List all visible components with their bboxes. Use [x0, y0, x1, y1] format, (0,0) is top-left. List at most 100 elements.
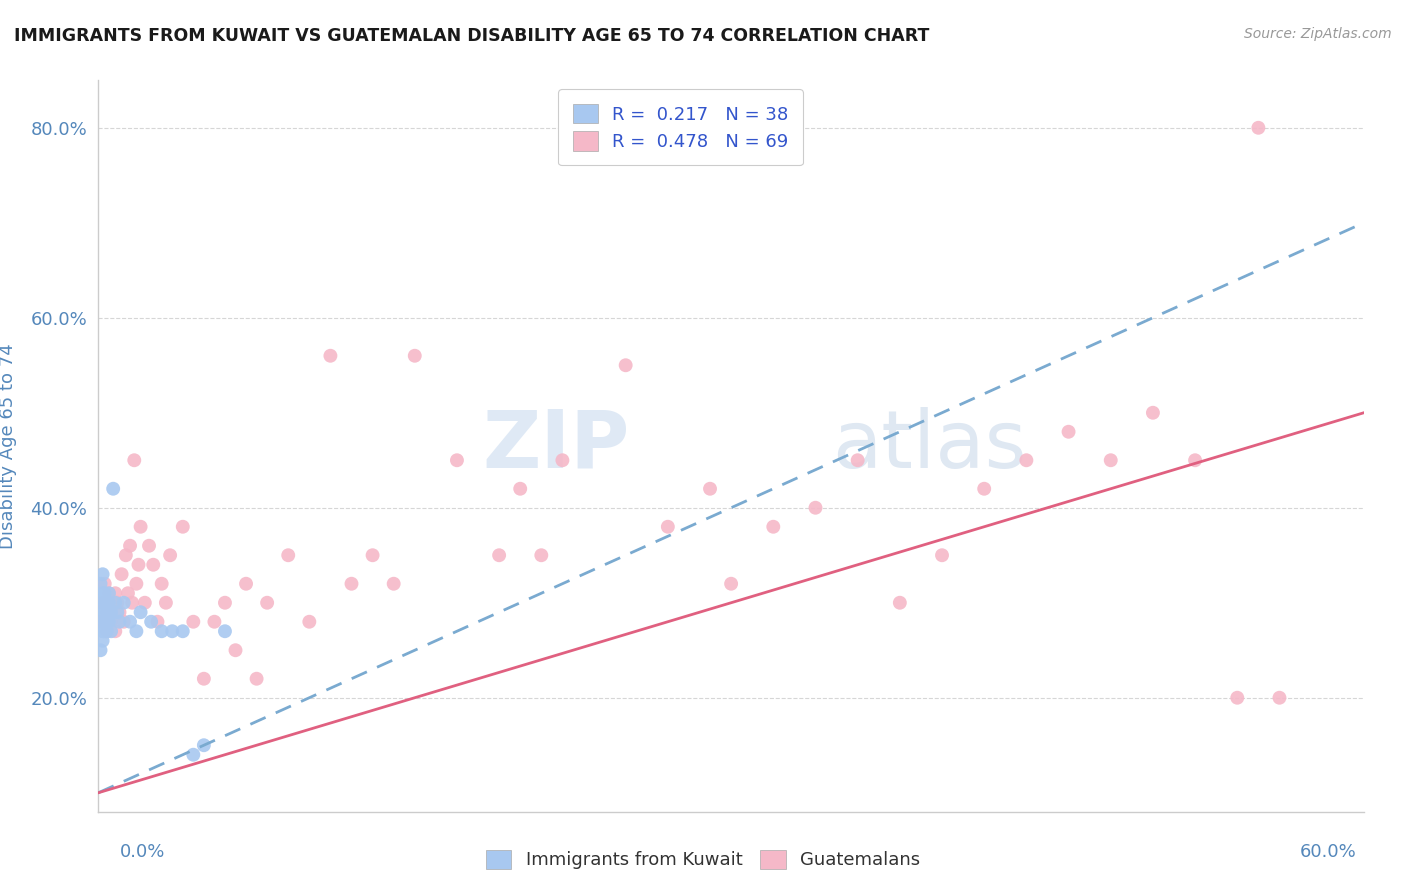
Point [973, 482, 995, 496]
Y-axis label: Disability Age 65 to 74: Disability Age 65 to 74 [0, 343, 17, 549]
Point [551, 453, 574, 467]
Point [142, 558, 165, 572]
Point [1057, 425, 1080, 439]
Point [91, 624, 114, 639]
Point [699, 482, 721, 496]
Point [112, 596, 135, 610]
Point [96, 624, 118, 639]
Point [128, 558, 150, 572]
Text: IMMIGRANTS FROM KUWAIT VS GUATEMALAN DISABILITY AGE 65 TO 74 CORRELATION CHART: IMMIGRANTS FROM KUWAIT VS GUATEMALAN DIS… [14, 27, 929, 45]
Point [246, 672, 269, 686]
Point [112, 615, 135, 629]
Point [256, 596, 278, 610]
Point [90, 596, 112, 610]
Point [1226, 690, 1249, 705]
Point [90, 576, 112, 591]
Point [103, 596, 125, 610]
Point [96, 605, 118, 619]
Point [129, 520, 152, 534]
Point [172, 624, 194, 639]
Point [93, 615, 117, 629]
Point [146, 615, 169, 629]
Text: 60.0%: 60.0% [1301, 843, 1357, 861]
Text: ZIP: ZIP [482, 407, 630, 485]
Point [103, 482, 125, 496]
Point [214, 624, 236, 639]
Point [361, 548, 384, 562]
Point [93, 586, 117, 600]
Point [488, 548, 510, 562]
Point [1015, 453, 1038, 467]
Point [93, 596, 117, 610]
Point [96, 624, 118, 639]
Point [93, 576, 117, 591]
Point [100, 624, 122, 639]
Point [509, 482, 531, 496]
Point [98, 586, 121, 600]
Legend: Immigrants from Kuwait, Guatemalans: Immigrants from Kuwait, Guatemalans [477, 840, 929, 879]
Point [404, 349, 426, 363]
Point [91, 633, 114, 648]
Point [91, 567, 114, 582]
Point [138, 539, 160, 553]
Point [1142, 406, 1164, 420]
Point [155, 596, 177, 610]
Point [96, 596, 118, 610]
Point [115, 548, 138, 562]
Point [120, 615, 141, 629]
Point [804, 500, 827, 515]
Point [319, 349, 342, 363]
Point [125, 624, 148, 639]
Point [150, 624, 173, 639]
Point [125, 576, 148, 591]
Point [298, 615, 321, 629]
Point [762, 520, 785, 534]
Point [100, 605, 122, 619]
Point [91, 605, 114, 619]
Point [1268, 690, 1291, 705]
Point [104, 624, 127, 639]
Point [108, 615, 131, 629]
Point [104, 596, 127, 610]
Point [141, 615, 163, 629]
Point [91, 586, 114, 600]
Point [235, 576, 257, 591]
Point [121, 596, 143, 610]
Point [98, 596, 121, 610]
Point [104, 586, 127, 600]
Point [129, 605, 152, 619]
Point [172, 520, 194, 534]
Point [117, 586, 139, 600]
Point [889, 596, 911, 610]
Point [931, 548, 953, 562]
Text: 0.0%: 0.0% [120, 843, 165, 861]
Point [183, 615, 205, 629]
Point [277, 548, 299, 562]
Point [720, 576, 742, 591]
Legend: R =  0.217   N = 38, R =  0.478   N = 69: R = 0.217 N = 38, R = 0.478 N = 69 [558, 89, 803, 165]
Text: Source: ZipAtlas.com: Source: ZipAtlas.com [1244, 27, 1392, 41]
Point [1184, 453, 1206, 467]
Point [93, 624, 117, 639]
Point [90, 615, 112, 629]
Point [124, 453, 146, 467]
Text: atlas: atlas [832, 407, 1026, 485]
Point [214, 596, 236, 610]
Point [1247, 120, 1270, 135]
Point [98, 596, 121, 610]
Point [107, 596, 129, 610]
Point [107, 605, 129, 619]
Point [111, 567, 132, 582]
Point [90, 615, 112, 629]
Point [614, 358, 637, 372]
Point [657, 520, 679, 534]
Point [93, 605, 117, 619]
Point [150, 576, 173, 591]
Point [382, 576, 405, 591]
Point [193, 672, 215, 686]
Point [1099, 453, 1122, 467]
Point [530, 548, 553, 562]
Point [96, 605, 118, 619]
Point [100, 615, 122, 629]
Point [183, 747, 205, 762]
